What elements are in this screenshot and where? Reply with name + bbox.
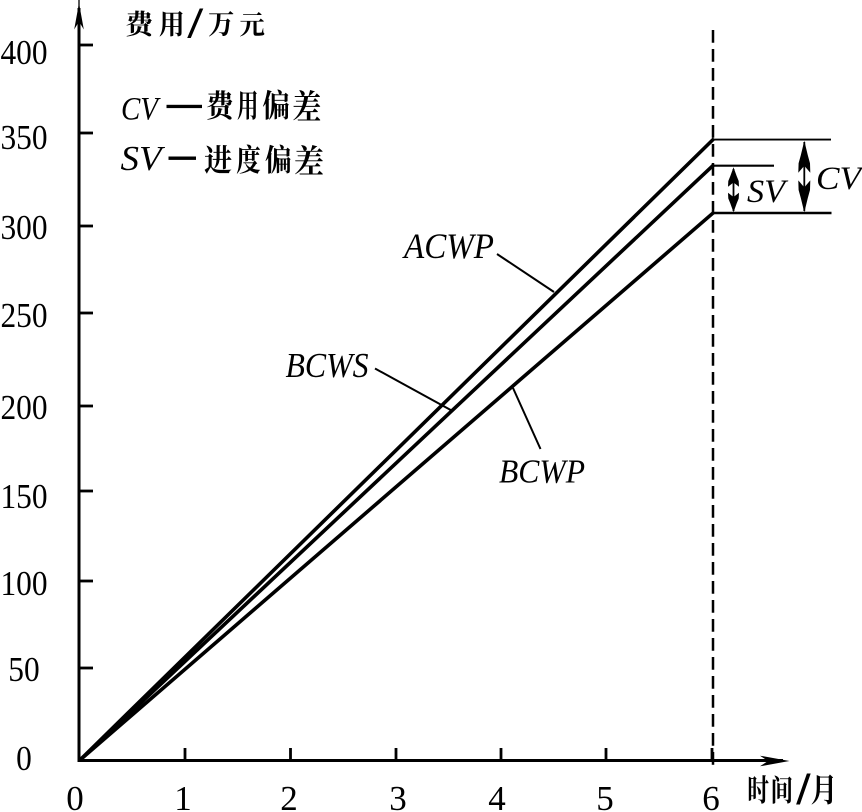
svg-text:BCWP: BCWP (499, 454, 585, 491)
svg-text:BCWS: BCWS (286, 346, 369, 385)
svg-text:400: 400 (0, 33, 47, 72)
svg-text:50: 50 (8, 650, 39, 689)
svg-text:100: 100 (0, 564, 47, 603)
svg-text:0: 0 (16, 739, 32, 778)
svg-text:CV: CV (121, 92, 161, 128)
svg-text:350: 350 (0, 118, 47, 157)
svg-text:5: 5 (596, 779, 614, 812)
svg-text:1: 1 (174, 779, 192, 812)
svg-text:250: 250 (0, 296, 47, 335)
svg-text:2: 2 (280, 779, 298, 812)
svg-text:CV: CV (816, 161, 862, 197)
svg-text:3: 3 (389, 779, 407, 812)
svg-text:0: 0 (66, 779, 84, 812)
svg-text:6: 6 (702, 779, 720, 812)
svg-text:SV: SV (121, 140, 166, 178)
svg-text:300: 300 (0, 208, 47, 247)
svg-text:SV: SV (747, 174, 789, 210)
svg-text:ACWP: ACWP (402, 226, 494, 266)
svg-text:150: 150 (0, 477, 47, 516)
svg-text:4: 4 (488, 779, 506, 812)
svg-text:200: 200 (0, 388, 47, 427)
